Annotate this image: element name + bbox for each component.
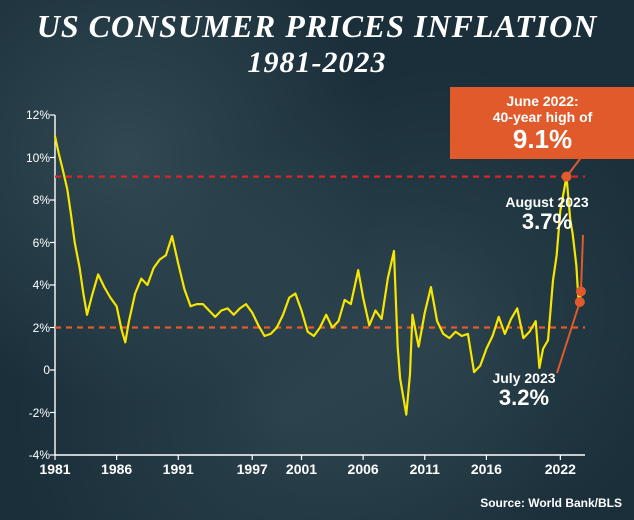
x-tick-label: 2016 — [471, 461, 502, 477]
x-tick-label: 2011 — [410, 461, 440, 477]
y-tick-label: 0 — [15, 363, 50, 377]
title-line-1: US CONSUMER PRICES INFLATION — [0, 10, 634, 44]
x-tick-label: 1986 — [101, 461, 132, 477]
infographic-root: US CONSUMER PRICES INFLATION 1981-2023 -… — [0, 0, 634, 520]
x-tick-label: 2001 — [286, 461, 317, 477]
callout-high-line1: June 2022: — [460, 93, 625, 109]
chart-title: US CONSUMER PRICES INFLATION 1981-2023 — [0, 10, 634, 79]
y-tick-label: -4% — [15, 448, 50, 462]
y-tick-label: 12% — [15, 108, 50, 122]
y-tick-label: 4% — [15, 278, 50, 292]
y-tick-label: 8% — [15, 193, 50, 207]
y-tick-label: -2% — [15, 406, 50, 420]
callout-high-box: June 2022: 40-year high of 9.1% — [450, 87, 634, 159]
callout-high-value: 9.1% — [460, 125, 625, 155]
x-tick-label: 1997 — [237, 461, 268, 477]
callout-august: August 2023 3.7% — [487, 195, 607, 235]
x-tick-label: 1991 — [163, 461, 194, 477]
y-tick-label: 6% — [15, 236, 50, 250]
y-tick-label: 10% — [15, 151, 50, 165]
source-attribution: Source: World Bank/BLS — [480, 496, 622, 510]
x-tick-label: 1981 — [39, 461, 70, 477]
x-tick-label: 2022 — [545, 461, 576, 477]
y-tick-label: 2% — [15, 321, 50, 335]
callout-july-label: July 2023 — [469, 371, 579, 386]
x-tick-label: 2006 — [348, 461, 379, 477]
callout-july: July 2023 3.2% — [469, 371, 579, 411]
callout-high-line2: 40-year high of — [460, 109, 625, 125]
callout-august-value: 3.7% — [487, 210, 607, 234]
callout-july-value: 3.2% — [469, 386, 579, 410]
title-line-2: 1981-2023 — [0, 46, 634, 79]
callout-august-label: August 2023 — [487, 195, 607, 210]
chart-area: -4%-2%02%4%6%8%10%12% 198119861991199720… — [55, 115, 585, 455]
